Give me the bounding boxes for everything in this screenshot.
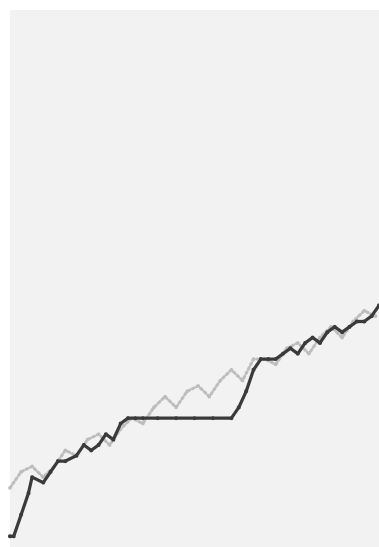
series-1-point-27 (258, 357, 263, 362)
series-1-point-30 (281, 351, 286, 356)
series-0-point-26 (296, 341, 300, 345)
series-0-point-28 (318, 335, 322, 340)
series-1-point-3 (26, 491, 31, 496)
series-1-point-33 (303, 340, 308, 345)
series-0-point-1 (19, 470, 23, 474)
series-1-point-42 (369, 314, 374, 319)
series-1-point-26 (251, 367, 256, 372)
series-0-point-2 (30, 464, 34, 469)
series-1-point-16 (126, 416, 131, 421)
series-1-point-29 (273, 357, 278, 362)
series-1-point-13 (103, 432, 108, 437)
series-1-point-7 (55, 459, 60, 464)
series-1-point-1 (11, 534, 16, 539)
series-1-point-15 (118, 421, 123, 426)
series-layer (8, 303, 379, 539)
series-1-point-38 (340, 330, 345, 335)
series-1-point-21 (192, 416, 197, 421)
series-0-point-12 (141, 421, 145, 426)
series-1-point-12 (96, 442, 101, 447)
series-0-point-17 (196, 384, 200, 388)
series-1-point-14 (111, 437, 116, 442)
series-0-point-8 (96, 432, 101, 437)
series-0-point-22 (251, 357, 256, 361)
series-1-point-39 (347, 324, 352, 329)
series-0-point-20 (229, 367, 234, 372)
series-1-point-9 (74, 453, 79, 458)
series-1-point-31 (288, 346, 293, 351)
series-1-point-5 (41, 480, 46, 485)
series-0-point-5 (63, 448, 68, 453)
series-1-point-25 (244, 389, 249, 394)
series-1-point-20 (174, 416, 179, 421)
series-0-line (8, 309, 377, 490)
series-1-point-8 (63, 459, 68, 464)
series-0-point-9 (107, 443, 112, 447)
series-1-point-19 (155, 416, 160, 421)
series-1 (8, 303, 379, 539)
series-1-point-6 (48, 469, 53, 474)
series-1-point-24 (236, 405, 241, 410)
series-0-point-32 (362, 308, 367, 313)
series-1-point-10 (81, 442, 86, 447)
series-0-point-16 (185, 389, 189, 394)
series-0-point-14 (163, 394, 167, 399)
series-1-point-2 (19, 512, 24, 517)
series-1-point-4 (30, 475, 35, 480)
series-1-point-41 (362, 319, 367, 324)
series-0-point-7 (85, 437, 90, 442)
series-0-point-19 (218, 378, 223, 383)
series-0-point-21 (240, 378, 245, 383)
series-0-point-24 (273, 362, 278, 367)
series-0-point-15 (174, 405, 178, 410)
series-1-point-37 (332, 324, 337, 329)
series-1-point-0 (8, 534, 12, 539)
series-1-point-11 (89, 448, 94, 453)
series-0-point-33 (373, 314, 378, 318)
series-1-point-18 (140, 416, 145, 421)
series-1-point-40 (354, 319, 359, 324)
series-0-point-3 (41, 475, 46, 479)
series-1-point-34 (310, 335, 315, 340)
series-0-point-27 (307, 351, 311, 356)
series-0-point-18 (207, 394, 212, 399)
series-1-point-17 (133, 416, 138, 421)
series-0-point-13 (152, 405, 156, 410)
series-1-point-22 (210, 416, 215, 421)
series-1-point-23 (229, 416, 234, 421)
series-1-point-32 (295, 351, 300, 356)
series-1-point-36 (325, 330, 330, 335)
series-1-point-35 (317, 340, 322, 345)
series-0-point-30 (340, 335, 344, 340)
series-1-line (8, 303, 379, 538)
series-1-point-28 (266, 357, 271, 362)
series-0-point-0 (8, 486, 12, 490)
